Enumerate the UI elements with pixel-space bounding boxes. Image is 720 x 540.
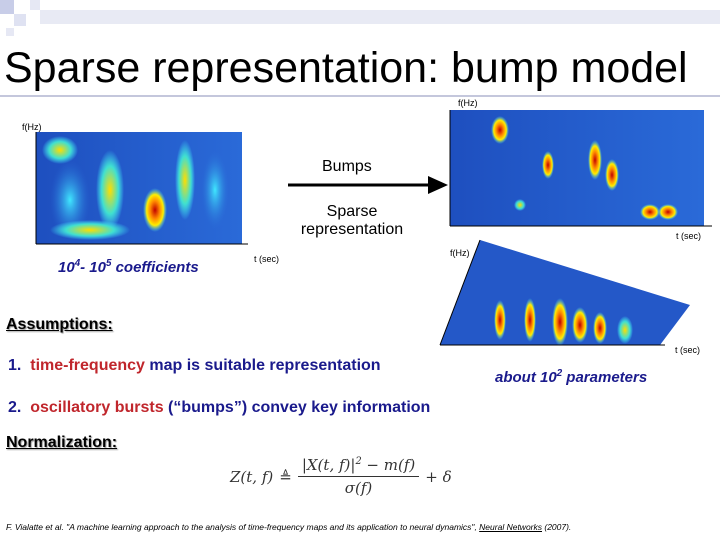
caption-part: about: [495, 369, 540, 386]
3d-x-label: t (sec): [675, 345, 701, 355]
formula-denominator: σ(f): [344, 479, 373, 497]
citation-journal: Neural Networks: [479, 522, 542, 532]
formula-part: |X(t, f)|: [301, 456, 356, 474]
caption-part: 10: [58, 259, 75, 276]
formula-numerator: |X(t, f)|2 − m(f): [297, 456, 420, 477]
assumptions-heading: Assumptions:: [6, 316, 113, 333]
caption-exponent: 5: [105, 258, 112, 269]
formula: Z(t, f) ≜ |X(t, f)|2 − m(f) σ(f) + δ: [230, 456, 452, 497]
formula-fraction: |X(t, f)|2 − m(f) σ(f): [297, 456, 420, 497]
assumption-item: 1. time-frequency map is suitable repres…: [8, 357, 381, 375]
item-highlight: oscillatory bursts: [30, 399, 164, 416]
item-number: 2.: [8, 399, 22, 416]
arrow-top-label: Bumps: [322, 158, 372, 175]
caption-exponent: 4: [74, 258, 81, 269]
item-text: (“bumps”) convey key information: [163, 399, 431, 416]
right-map-image: [449, 110, 712, 227]
formula-tail: + δ: [425, 467, 452, 486]
formula-lhs: Z(t, f): [230, 467, 274, 486]
normalization-heading: Normalization:: [6, 434, 118, 451]
citation-title: "A machine learning approach to the anal…: [66, 522, 480, 532]
left-y-label: f(Hz): [22, 122, 42, 132]
3d-y-label: f(Hz): [450, 248, 470, 258]
caption-part: parameters: [562, 369, 648, 386]
parameters-caption: about 102 parameters: [495, 368, 647, 386]
item-number: 1.: [8, 357, 22, 374]
item-text: map is suitable representation: [144, 357, 381, 374]
3d-map-image: [439, 239, 690, 346]
right-y-label: f(Hz): [458, 98, 478, 108]
left-map-image: [35, 132, 248, 245]
arrow: [288, 176, 448, 194]
left-x-label: t (sec): [254, 254, 280, 264]
caption-exponent: 2: [556, 368, 563, 379]
formula-exponent: 2: [355, 456, 362, 467]
caption-part: 10: [540, 369, 557, 386]
caption-part: coefficients: [111, 259, 199, 276]
citation-year: (2007).: [542, 522, 572, 532]
slide-title: Sparse representation: bump model: [4, 44, 688, 92]
right-x-label: t (sec): [676, 231, 702, 241]
formula-part: − m(f): [361, 456, 416, 474]
assumption-item: 2. oscillatory bursts (“bumps”) convey k…: [8, 399, 430, 417]
formula-operator: ≜: [279, 467, 292, 486]
arrow-bottom-label: Sparse representation: [300, 203, 404, 238]
coefficients-caption: 104- 105 coefficients: [58, 258, 199, 276]
citation-authors: F. Vialatte et al.: [6, 522, 67, 532]
corner-squares: [0, 0, 720, 36]
caption-part: - 10: [80, 259, 106, 276]
citation: F. Vialatte et al. "A machine learning a…: [6, 522, 571, 532]
item-highlight: time-frequency: [30, 357, 145, 374]
